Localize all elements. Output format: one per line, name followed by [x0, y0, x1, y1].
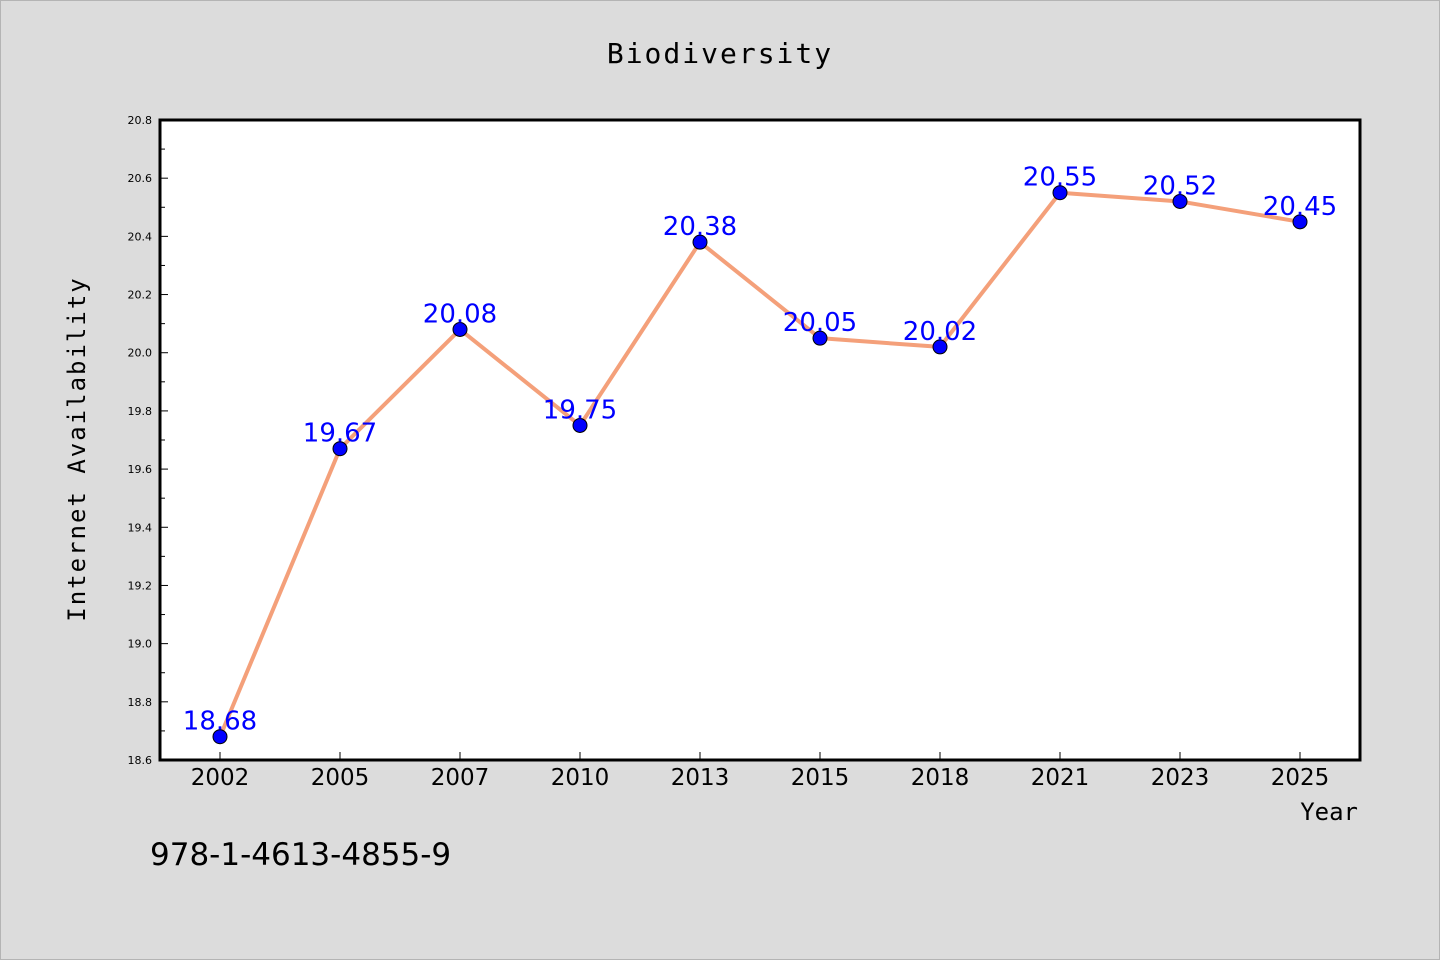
data-label: 19.67	[303, 419, 377, 449]
data-label: 20.08	[423, 299, 497, 329]
x-axis-label: Year	[1300, 798, 1358, 826]
x-tick-label: 2005	[311, 765, 370, 791]
data-label: 19.75	[543, 395, 617, 425]
y-tick-label: 19.6	[128, 463, 153, 476]
x-tick-label: 2021	[1031, 765, 1090, 791]
y-axis-ticks: 18.6 18.8 19.0 19.2 19.4 19.6 19.8 20.0 20.2 20.4…	[128, 114, 168, 767]
x-tick-label: 2025	[1271, 765, 1330, 791]
y-axis-label: Internet Availability	[63, 276, 91, 621]
series-markers	[212, 185, 1308, 745]
x-tick-label: 2010	[551, 765, 610, 791]
data-point	[572, 417, 588, 433]
data-label: 20.02	[903, 317, 977, 347]
y-tick-label: 20.0	[128, 347, 153, 360]
y-tick-label: 19.4	[128, 521, 153, 534]
data-label: 20.05	[783, 308, 857, 338]
y-tick-label: 20.6	[128, 172, 153, 185]
y-tick-label: 19.2	[128, 579, 153, 592]
y-tick-label: 19.8	[128, 405, 153, 418]
x-axis-ticks: 2002 2005 2007 2010 2013 2015 2018 2021 2023 2025	[191, 752, 1330, 791]
x-tick-label: 2013	[671, 765, 730, 791]
plot-area	[158, 118, 1362, 762]
isbn-annotation: 978-1-4613-4855-9	[150, 837, 451, 873]
data-labels: 18.68 19.67 20.08 19.75 20.38 20.05 20.02 20.55…	[183, 163, 1337, 737]
y-tick-label: 19.0	[128, 638, 153, 651]
y-tick-label: 18.8	[128, 696, 153, 709]
data-point	[1292, 214, 1308, 230]
data-label: 20.45	[1263, 192, 1337, 222]
data-point	[1052, 185, 1068, 201]
data-label: 20.38	[663, 212, 737, 242]
x-tick-label: 2007	[431, 765, 490, 791]
chart-title: Biodiversity	[607, 37, 833, 70]
x-tick-label: 2018	[911, 765, 970, 791]
y-tick-label: 20.2	[128, 289, 153, 302]
data-point	[332, 441, 348, 457]
y-tick-label: 20.4	[128, 230, 153, 243]
x-tick-label: 2015	[791, 765, 850, 791]
data-point	[1172, 193, 1188, 209]
data-label: 18.68	[183, 707, 257, 737]
data-point	[212, 729, 228, 745]
series-line	[218, 190, 1301, 738]
data-label: 20.55	[1023, 163, 1097, 193]
data-point	[932, 339, 948, 355]
y-tick-label: 20.8	[128, 114, 153, 127]
data-point	[692, 234, 708, 250]
x-tick-label: 2023	[1151, 765, 1210, 791]
y-tick-label: 18.6	[128, 754, 153, 767]
data-label: 20.52	[1143, 171, 1217, 201]
data-point	[812, 330, 828, 346]
data-point	[452, 321, 468, 337]
x-tick-label: 2002	[191, 765, 250, 791]
